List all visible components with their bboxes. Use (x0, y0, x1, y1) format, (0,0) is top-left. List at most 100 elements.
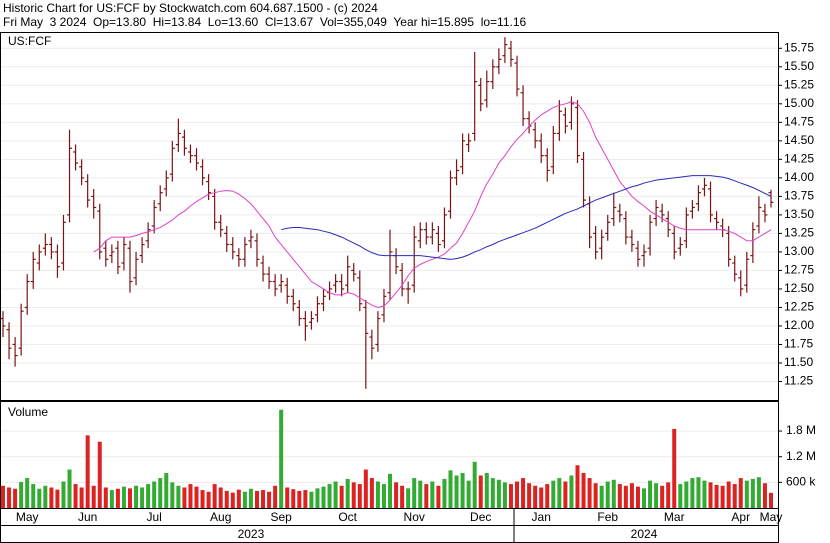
volume-bar (684, 481, 689, 508)
volume-bar (158, 478, 163, 508)
y-tick-label: 15.00 (784, 96, 814, 110)
volume-bar (194, 486, 199, 508)
volume-bar (521, 478, 526, 508)
x-tick-label: Nov (404, 510, 425, 524)
year-label: 2023 (238, 527, 265, 541)
year-label: 2024 (631, 527, 658, 541)
y-tick-label: 15.50 (784, 59, 814, 73)
volume-bar (182, 487, 187, 508)
y-tick-label: 15.75 (784, 40, 814, 54)
volume-bar (327, 484, 332, 508)
volume-bar (321, 486, 326, 508)
volume-bar (61, 481, 66, 508)
y-tick-label: 11.75 (784, 337, 813, 351)
moving-average (281, 175, 772, 260)
volume-bar (412, 478, 417, 508)
volume-bar (261, 490, 266, 508)
volume-bar (738, 478, 743, 508)
volume-bar (599, 485, 604, 508)
volume-bar (629, 483, 634, 508)
y-tick-label: 11.50 (784, 355, 813, 369)
volume-bar (605, 481, 610, 508)
volume-bar (436, 485, 441, 508)
x-tick-label: Jul (147, 510, 162, 524)
volume-bar (623, 485, 628, 508)
volume-bar (611, 479, 616, 508)
volume-bar (55, 489, 60, 508)
volume-bar (732, 484, 737, 508)
volume-bar (188, 484, 193, 508)
volume-bar (490, 478, 495, 508)
y-tick-label: 12.75 (784, 263, 814, 277)
volume-bar (91, 485, 96, 508)
x-tick-label: May (16, 510, 39, 524)
volume-bar (672, 428, 677, 508)
volume-bar (400, 485, 405, 508)
price-frame (0, 32, 779, 401)
volume-bar (381, 484, 386, 508)
volume-bar (345, 478, 350, 508)
y-tick-label: 13.00 (784, 244, 814, 258)
volume-bar (279, 409, 284, 508)
volume-bar (7, 487, 12, 508)
volume-bar (551, 480, 556, 508)
volume-bar (617, 484, 622, 508)
volume-bar (702, 480, 707, 508)
volume-bar (31, 484, 36, 508)
volume-bar (539, 487, 544, 508)
volume-bar (218, 487, 223, 508)
y-tick-label: 11.25 (784, 374, 813, 388)
y-tick-label: 1.8 M (786, 423, 816, 437)
x-tick-label: Oct (338, 510, 357, 524)
y-tick-label: 14.75 (784, 115, 814, 129)
volume-bar (291, 489, 296, 508)
volume-bar (466, 480, 471, 508)
volume-bar (666, 482, 671, 508)
y-tick-label: 12.00 (784, 318, 814, 332)
volume-bar (103, 487, 108, 508)
y-tick-label: 12.50 (784, 281, 814, 295)
volume-bar (67, 469, 72, 508)
volume-bar (339, 485, 344, 508)
volume-bar (527, 483, 532, 508)
volume-bar (236, 489, 241, 508)
volume-bar (744, 480, 749, 508)
volume-bar (375, 481, 380, 508)
x-tick-label: Sep (270, 510, 292, 524)
volume-bar (575, 465, 580, 508)
volume-bar (502, 482, 507, 508)
volume-bar (714, 484, 719, 508)
volume-bar (442, 478, 447, 508)
x-tick-label: Apr (731, 510, 750, 524)
volume-bar (726, 481, 731, 508)
volume-bar (424, 484, 429, 508)
volume-bar (696, 477, 701, 508)
chart-title: Historic Chart for US:FCF by Stockwatch.… (3, 1, 378, 15)
volume-bar (254, 490, 259, 508)
volume-bar (25, 478, 30, 508)
volume-bar (581, 472, 586, 508)
chart-subtitle: Fri May 3 2024 Op=13.80 Hi=13.84 Lo=13.6… (3, 15, 527, 29)
volume-bar (85, 435, 90, 508)
volume-bar (708, 482, 713, 508)
y-tick-label: 15.25 (784, 77, 814, 91)
volume-bar (635, 486, 640, 508)
marks (0, 37, 774, 508)
y-tick-label: 12.25 (784, 300, 814, 314)
y-tick-label: 13.25 (784, 226, 814, 240)
volume-bar (73, 484, 78, 508)
volume-bar (351, 482, 356, 508)
volume-bar (19, 481, 24, 508)
volume-bar (369, 478, 374, 508)
x-tick-label: May (760, 510, 783, 524)
x-tick-label: Jan (532, 510, 551, 524)
volume-bar (357, 484, 362, 508)
volume-bar (333, 481, 338, 508)
volume-bar (115, 488, 120, 508)
volume-bar (140, 487, 145, 508)
volume-bar (545, 484, 550, 508)
volume-bar (248, 488, 253, 508)
volume-bar (508, 484, 513, 508)
volume-bar (569, 475, 574, 508)
